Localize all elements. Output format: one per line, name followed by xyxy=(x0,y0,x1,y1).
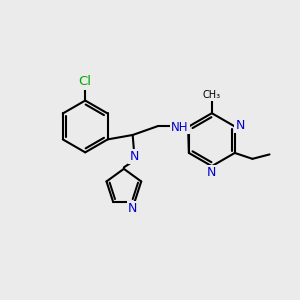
Text: N: N xyxy=(207,166,217,179)
Text: N: N xyxy=(128,202,137,215)
Text: NH: NH xyxy=(171,121,189,134)
Text: CH₃: CH₃ xyxy=(203,90,221,100)
Text: N: N xyxy=(236,119,245,132)
Text: N: N xyxy=(130,150,139,163)
Text: Cl: Cl xyxy=(79,76,92,88)
